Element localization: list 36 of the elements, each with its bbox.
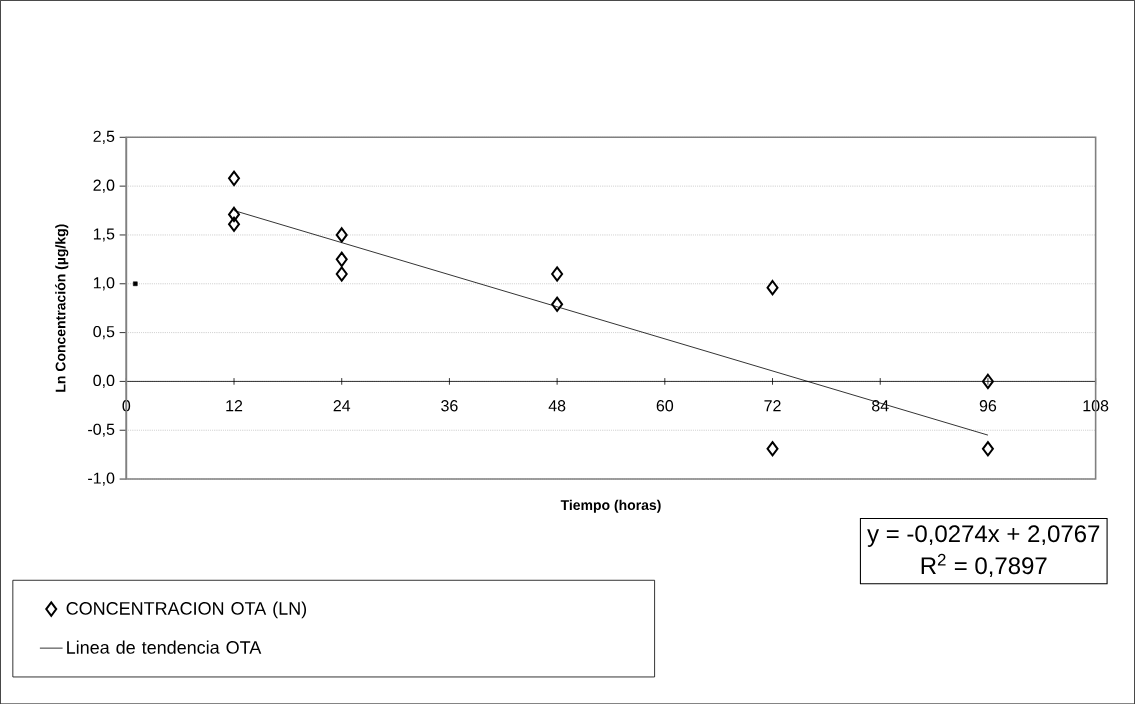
y-tick-label: -1,0 bbox=[88, 472, 115, 486]
x-tick-label: 84 bbox=[872, 399, 889, 412]
point bbox=[551, 296, 564, 312]
point bbox=[228, 170, 241, 186]
y-tick-label: 2,5 bbox=[93, 130, 115, 144]
point bbox=[981, 440, 994, 457]
point bbox=[335, 227, 348, 243]
x-tick-label: 48 bbox=[548, 399, 566, 412]
x-tick-label: 72 bbox=[764, 399, 781, 412]
x-tick-label: 36 bbox=[441, 399, 458, 412]
y-tick-label: 0,5 bbox=[93, 325, 115, 340]
point bbox=[228, 206, 241, 222]
y-tick-label: -0,5 bbox=[88, 423, 115, 437]
x-tick-label: 12 bbox=[226, 399, 243, 412]
point bbox=[551, 266, 564, 282]
point bbox=[335, 251, 348, 267]
text: R$^{2}$ = 0,7897 bbox=[921, 553, 1047, 577]
x-axis-title: Tiempo (horas) bbox=[560, 499, 661, 513]
point bbox=[228, 216, 241, 232]
x-tick-label: 24 bbox=[333, 399, 351, 412]
y-axis-title: Ln Concentración (µg/kg) bbox=[55, 224, 69, 392]
legend-label: CONCENTRACION OTA (LN) bbox=[66, 601, 307, 619]
x-tick-label: 96 bbox=[979, 399, 997, 412]
y-tick-label: 2,0 bbox=[93, 179, 115, 193]
x-tick-label: 60 bbox=[656, 399, 674, 412]
point bbox=[766, 279, 779, 296]
y-tick-label: 0,0 bbox=[93, 374, 115, 388]
y-tick-label: 1,5 bbox=[93, 228, 115, 242]
x-tick-label: 108 bbox=[1083, 399, 1109, 412]
point bbox=[133, 281, 138, 286]
text: y = -0,0274x + 2,0767 bbox=[867, 525, 1100, 547]
point bbox=[335, 266, 348, 282]
point bbox=[981, 373, 994, 389]
y-tick-label: 1,0 bbox=[93, 277, 115, 291]
legend-label: Linea de tendencia OTA bbox=[67, 640, 262, 654]
point bbox=[766, 440, 779, 457]
